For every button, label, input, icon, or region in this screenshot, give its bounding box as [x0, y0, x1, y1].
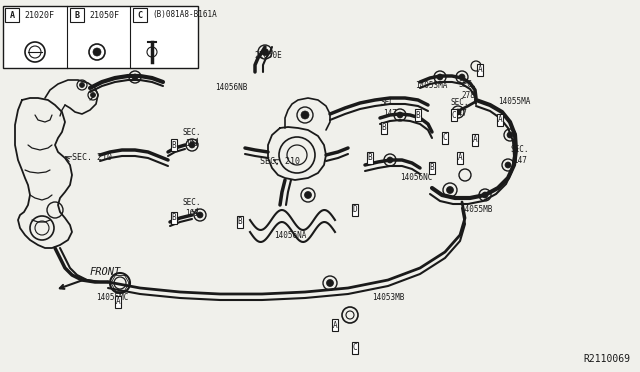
Text: A: A: [10, 10, 15, 19]
Text: B: B: [381, 124, 387, 132]
Text: 14055MB: 14055MB: [460, 205, 492, 215]
Text: B: B: [172, 214, 176, 222]
Text: B: B: [416, 110, 420, 119]
Text: SEC.
147: SEC. 147: [511, 145, 529, 165]
Text: 21050F: 21050F: [89, 10, 119, 19]
Text: SEC. 210: SEC. 210: [260, 157, 300, 167]
Circle shape: [132, 74, 138, 80]
Circle shape: [387, 157, 393, 163]
Circle shape: [326, 279, 333, 286]
Text: C: C: [138, 10, 143, 19]
Text: 21050E: 21050E: [254, 51, 282, 60]
Text: SEC.
147: SEC. 147: [451, 98, 469, 118]
Text: A: A: [477, 65, 483, 74]
FancyBboxPatch shape: [70, 8, 84, 22]
FancyBboxPatch shape: [3, 6, 198, 68]
Text: A: A: [333, 321, 337, 330]
Text: C: C: [452, 110, 456, 119]
Text: SEC.
163: SEC. 163: [183, 198, 201, 218]
Text: 14056NC: 14056NC: [400, 173, 433, 183]
Text: D: D: [353, 205, 357, 215]
Circle shape: [455, 109, 461, 115]
Text: FRONT: FRONT: [60, 267, 121, 289]
Circle shape: [79, 83, 84, 87]
Text: (B)081A8-B161A: (B)081A8-B161A: [152, 10, 217, 19]
Text: A: A: [458, 154, 462, 163]
FancyBboxPatch shape: [5, 8, 19, 22]
Text: 14053MB: 14053MB: [372, 292, 404, 301]
Text: B: B: [429, 164, 435, 173]
Text: SEC.
278: SEC. 278: [459, 80, 477, 100]
Text: SEC.
163: SEC. 163: [183, 128, 201, 148]
Text: 14056NB: 14056NB: [215, 83, 248, 93]
Circle shape: [397, 112, 403, 118]
Text: 21020F: 21020F: [24, 10, 54, 19]
Text: B: B: [368, 154, 372, 163]
Circle shape: [437, 74, 443, 80]
Text: C: C: [443, 134, 447, 142]
Text: B: B: [172, 141, 176, 150]
Circle shape: [482, 192, 488, 198]
Circle shape: [197, 212, 203, 218]
FancyBboxPatch shape: [133, 8, 147, 22]
Text: C: C: [353, 343, 357, 353]
Circle shape: [90, 93, 95, 97]
Text: SEC.
147: SEC. 147: [381, 98, 399, 118]
Text: A: A: [116, 298, 120, 307]
Text: A: A: [498, 115, 502, 125]
Text: 14055MA: 14055MA: [498, 97, 531, 106]
Text: 14056NA: 14056NA: [274, 231, 306, 240]
Circle shape: [507, 132, 513, 138]
Text: 14055MC: 14055MC: [96, 294, 128, 302]
Circle shape: [305, 192, 312, 199]
Text: B: B: [74, 10, 79, 19]
Text: R2110069: R2110069: [583, 354, 630, 364]
Circle shape: [301, 111, 309, 119]
Text: B: B: [237, 218, 243, 227]
Circle shape: [447, 186, 454, 193]
Circle shape: [459, 74, 465, 80]
Text: SEC. 210: SEC. 210: [72, 153, 112, 162]
Circle shape: [93, 48, 101, 56]
Circle shape: [505, 162, 511, 168]
Text: 14053MA: 14053MA: [415, 80, 447, 90]
Circle shape: [262, 48, 269, 55]
Circle shape: [189, 142, 195, 148]
Text: A: A: [473, 135, 477, 144]
